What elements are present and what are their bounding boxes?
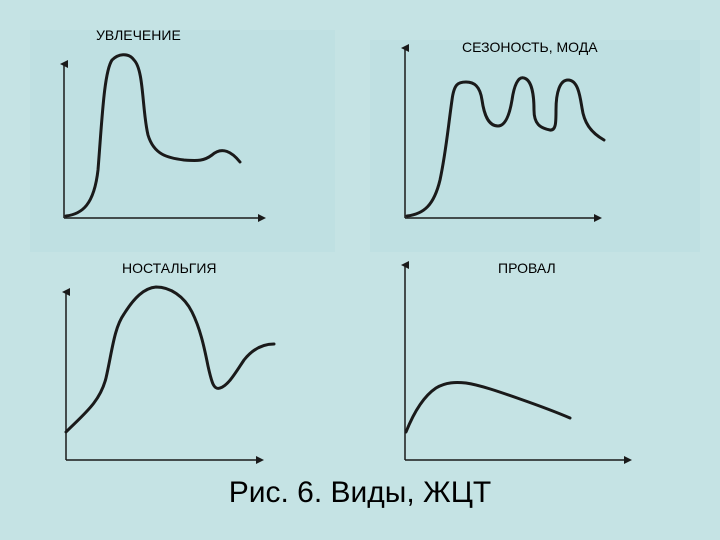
panel-title-nostalgia: НОСТАЛЬГИЯ xyxy=(122,260,217,276)
panel-failure xyxy=(401,261,632,464)
lifecycle-curve-nostalgia xyxy=(64,285,276,434)
panel-title-failure: ПРОВАЛ xyxy=(498,260,556,276)
panel-title-seasonal-fashion: СЕЗОНОСТЬ, МОДА xyxy=(462,39,598,55)
figure-caption: Рис. 6. Виды, ЖЦТ xyxy=(228,476,492,509)
panel-nostalgia xyxy=(62,285,276,464)
lifecycle-curve-seasonal xyxy=(405,76,606,218)
panel-fad xyxy=(60,53,266,222)
lifecycle-curve-fad xyxy=(64,53,242,218)
panel-title-fad: УВЛЕЧЕНИЕ xyxy=(96,27,181,43)
panel-background-top-left xyxy=(30,30,335,252)
lifecycle-curve-failure xyxy=(404,381,572,434)
panel-seasonal-fashion xyxy=(401,44,606,222)
panel-background-top-right xyxy=(370,40,700,252)
